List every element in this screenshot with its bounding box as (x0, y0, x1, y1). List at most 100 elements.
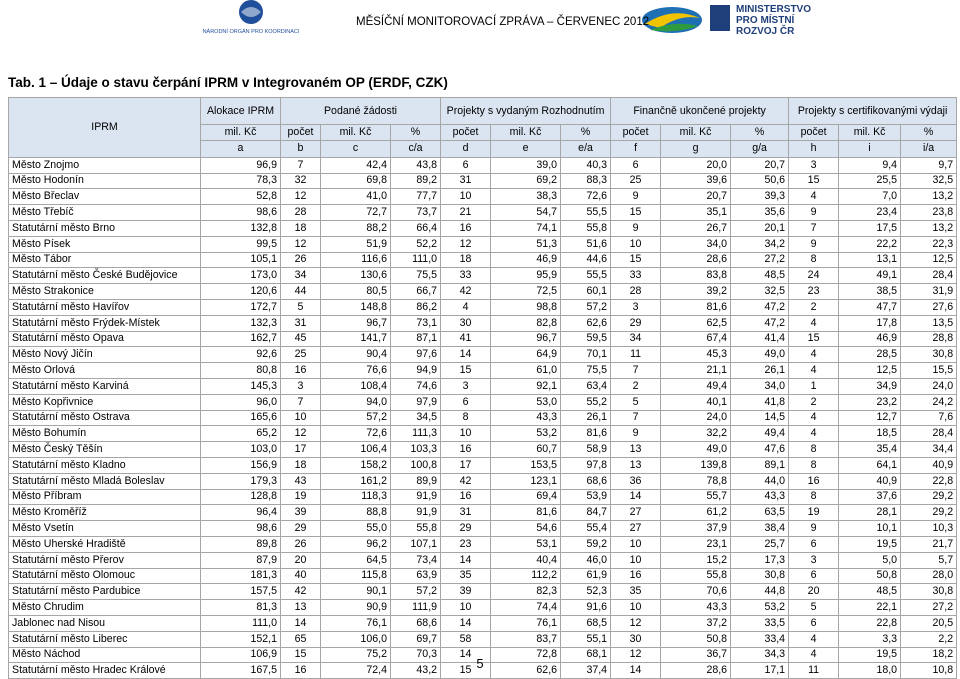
cell-value: 54,6 (490, 520, 562, 537)
cell-value: 4 (788, 188, 840, 206)
cell-value: 8 (788, 456, 840, 474)
cell-value: 67,4 (660, 330, 732, 348)
cell-value: 7 (280, 156, 321, 174)
cell-value: 55,1 (560, 630, 612, 648)
cell-value: 41,8 (730, 393, 790, 411)
letter-header: d (440, 139, 492, 158)
cell-value: 33 (610, 267, 662, 285)
cell-value: 28 (280, 204, 321, 221)
cell-value: 24,0 (900, 377, 958, 395)
cell-value: 29,2 (900, 504, 958, 522)
cell-value: 10 (610, 535, 662, 553)
unit-header: počet (610, 124, 662, 141)
city-name: Město Kopřivnice (8, 393, 201, 411)
cell-value: 32 (280, 172, 321, 190)
cell-value: 25 (610, 172, 662, 190)
cell-value: 26 (280, 251, 321, 269)
city-name: Město Břeclav (8, 188, 201, 206)
cell-value: 35,1 (660, 204, 732, 221)
header-row: IPRM Alokace IPRM Podané žádosti Projekty s… (8, 97, 958, 158)
cell-value: 55,8 (560, 219, 612, 237)
table-caption: Tab. 1 – Údaje o stavu čerpání IPRM v In… (8, 75, 448, 90)
cell-value: 70,3 (389, 646, 442, 664)
cell-value: 10 (610, 235, 662, 253)
cell-value: 8 (788, 488, 840, 506)
cell-value: 13,2 (900, 188, 958, 206)
cell-value: 92,1 (490, 377, 562, 395)
cell-value: 55,2 (560, 393, 612, 411)
cell-value: 90,1 (320, 583, 391, 601)
cell-value: 5,0 (838, 551, 902, 569)
letter-header: e (490, 139, 562, 158)
cell-value: 78,3 (200, 172, 281, 190)
city-name: Statutární město Havířov (8, 298, 201, 316)
city-name: Statutární město Přerov (8, 551, 201, 569)
cell-value: 76,6 (320, 362, 391, 379)
cell-value: 96,0 (200, 393, 281, 411)
cell-value: 3,3 (838, 630, 902, 648)
city-name: Statutární město Brno (8, 219, 201, 237)
city-name: Město Hodonín (8, 172, 201, 190)
cell-value: 37,2 (660, 614, 732, 632)
cell-value: 14 (280, 614, 321, 632)
cell-value: 81,3 (200, 599, 281, 616)
city-name: Statutární město Opava (8, 330, 201, 348)
cell-value: 49,4 (660, 377, 732, 395)
cell-value: 111,0 (389, 251, 442, 269)
cell-value: 55,5 (560, 267, 612, 285)
cell-value: 43,3 (730, 488, 790, 506)
group-header: Projekty s certifikovanými výdaji (788, 97, 958, 125)
cell-value: 148,8 (320, 298, 391, 316)
letter-header: b (280, 139, 321, 158)
cell-value: 132,3 (200, 314, 281, 332)
cell-value: 27,2 (900, 599, 958, 616)
cell-value: 172,7 (200, 298, 281, 316)
cell-value: 4 (788, 346, 840, 364)
cell-value: 4 (788, 630, 840, 648)
cell-value: 50,8 (660, 630, 732, 648)
cell-value: 88,8 (320, 504, 391, 522)
cell-value: 68,6 (389, 614, 442, 632)
cell-value: 20,5 (900, 614, 958, 632)
cell-value: 95,9 (490, 267, 562, 285)
group-header: Finančně ukončené projekty (610, 97, 790, 125)
cell-value: 38,3 (490, 188, 562, 206)
cell-value: 2 (788, 298, 840, 316)
cell-value: 53,9 (560, 488, 612, 506)
cell-value: 49,4 (730, 425, 790, 443)
cell-value: 34,5 (389, 409, 442, 427)
city-name: Statutární město Olomouc (8, 567, 201, 585)
cell-value: 28 (610, 283, 662, 300)
cell-value: 52,2 (389, 235, 442, 253)
cell-value: 123,1 (490, 472, 562, 490)
cell-value: 103,0 (200, 441, 281, 458)
cell-value: 74,6 (389, 377, 442, 395)
unit-header: mil. Kč (490, 124, 562, 141)
unit-header: počet (280, 124, 321, 141)
cell-value: 53,1 (490, 535, 562, 553)
data-row: Město Český Těšín 103,0 17 106,4 103,3 16 60,7… (8, 441, 958, 458)
cell-value: 156,9 (200, 456, 281, 474)
cell-value: 46,9 (490, 251, 562, 269)
cell-value: 6 (788, 535, 840, 553)
cell-value: 6 (788, 614, 840, 632)
cell-value: 3 (280, 377, 321, 395)
cell-value: 7,0 (838, 188, 902, 206)
cell-value: 53,2 (490, 425, 562, 443)
city-name: Město Písek (8, 235, 201, 253)
logo-text: NÁRODNÍ ORGÁN PRO KOORDINACI (203, 28, 300, 35)
cell-value: 16 (440, 488, 492, 506)
cell-value: 29 (440, 520, 492, 537)
cell-value: 39,6 (660, 172, 732, 190)
cell-value: 25,5 (838, 172, 902, 190)
cell-value: 115,8 (320, 567, 391, 585)
cell-value: 16 (440, 441, 492, 458)
cell-value: 12,5 (900, 251, 958, 269)
cell-value: 26,1 (560, 409, 612, 427)
cell-value: 74,1 (490, 219, 562, 237)
cell-value: 98,6 (200, 520, 281, 537)
cell-value: 27 (610, 504, 662, 522)
cell-value: 9 (788, 235, 840, 253)
cell-value: 12 (280, 188, 321, 206)
cell-value: 157,5 (200, 583, 281, 601)
